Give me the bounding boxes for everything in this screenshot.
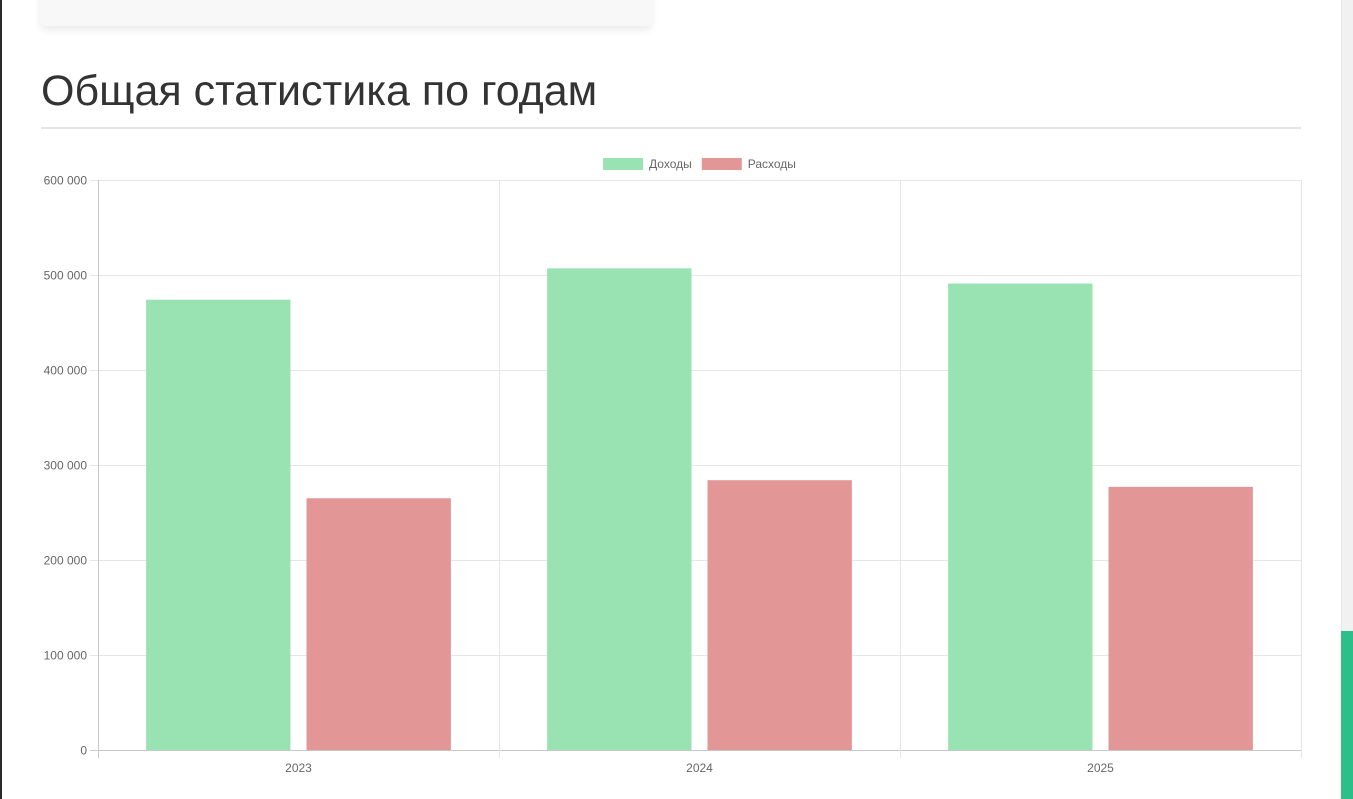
chart-legend: Доходы Расходы: [603, 157, 796, 171]
bar: [547, 268, 692, 750]
x-tick-label: 2025: [1087, 761, 1114, 775]
y-tick-label: 600 000: [44, 174, 88, 188]
y-tick-label: 0: [80, 744, 87, 758]
previous-card: [40, 0, 652, 26]
chart-bars: [146, 268, 1253, 750]
chart-grid: [90, 180, 1302, 758]
legend-swatch: [603, 158, 644, 170]
bar: [707, 480, 852, 750]
bar: [146, 299, 291, 750]
legend-swatch: [701, 158, 742, 170]
scrollbar-thumb[interactable]: [1341, 631, 1353, 799]
bar: [1108, 486, 1253, 750]
y-tick-label: 200 000: [44, 554, 88, 568]
page-title: Общая статистика по годам: [41, 67, 598, 115]
x-tick-label: 2024: [686, 761, 713, 775]
y-tick-label: 400 000: [44, 364, 88, 378]
x-tick-label: 2023: [285, 761, 312, 775]
window-edge: [0, 0, 2, 799]
legend-label: Расходы: [748, 157, 796, 171]
chart-axes: 0 100 000 200 000 300 000 400 000 500 000 600 …: [44, 174, 1115, 776]
title-divider: [41, 127, 1301, 129]
legend-label: Доходы: [649, 157, 692, 171]
bar: [306, 498, 451, 750]
y-tick-label: 300 000: [44, 459, 88, 473]
y-tick-label: 500 000: [44, 269, 88, 283]
vertical-scrollbar[interactable]: [1341, 0, 1353, 799]
y-tick-label: 100 000: [44, 649, 88, 663]
bar: [948, 283, 1093, 750]
